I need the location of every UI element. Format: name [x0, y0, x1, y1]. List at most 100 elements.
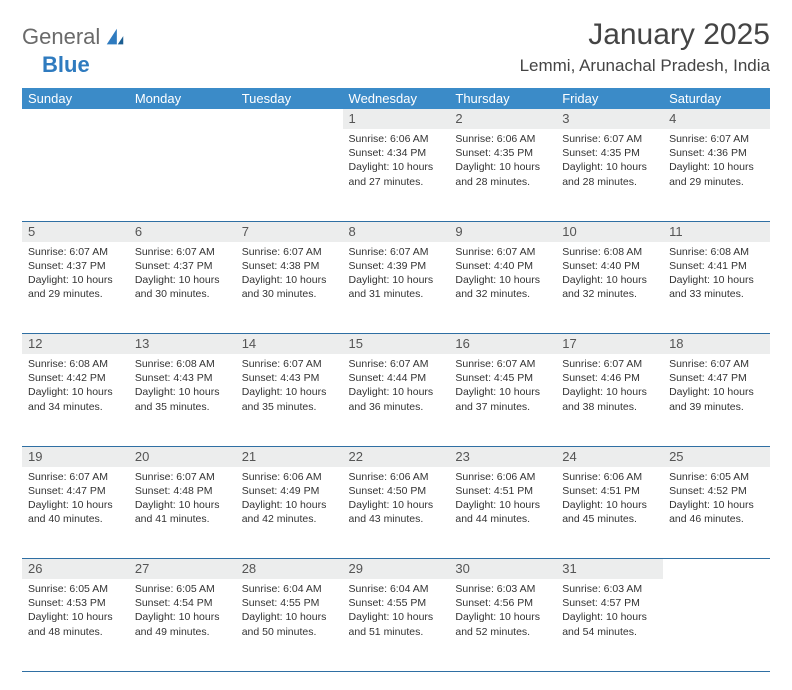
day-cell [663, 579, 770, 671]
daytext-row: Sunrise: 6:08 AMSunset: 4:42 PMDaylight:… [22, 354, 770, 446]
daynum-row: 1234 [22, 109, 770, 129]
day-cell [236, 129, 343, 221]
day-details: Sunrise: 6:08 AMSunset: 4:40 PMDaylight:… [556, 242, 663, 308]
daynum-cell [22, 109, 129, 129]
daynum: 26 [22, 559, 129, 579]
daynum: 19 [22, 447, 129, 467]
day-details: Sunrise: 6:08 AMSunset: 4:43 PMDaylight:… [129, 354, 236, 420]
daynum-cell: 30 [449, 559, 556, 580]
daynum: 10 [556, 222, 663, 242]
daynum-row: 19202122232425 [22, 446, 770, 467]
daynum: 3 [556, 109, 663, 129]
daynum: 13 [129, 334, 236, 354]
daynum-cell: 17 [556, 334, 663, 355]
day-cell: Sunrise: 6:07 AMSunset: 4:35 PMDaylight:… [556, 129, 663, 221]
daynum: 18 [663, 334, 770, 354]
daynum-cell: 26 [22, 559, 129, 580]
daynum: 31 [556, 559, 663, 579]
weekday-heading: Wednesday [343, 88, 450, 109]
weekday-heading: Tuesday [236, 88, 343, 109]
daynum-cell: 24 [556, 446, 663, 467]
day-cell: Sunrise: 6:07 AMSunset: 4:44 PMDaylight:… [343, 354, 450, 446]
weekday-heading: Friday [556, 88, 663, 109]
daytext-row: Sunrise: 6:07 AMSunset: 4:47 PMDaylight:… [22, 467, 770, 559]
daytext-row: Sunrise: 6:06 AMSunset: 4:34 PMDaylight:… [22, 129, 770, 221]
daynum-cell: 1 [343, 109, 450, 129]
daynum: 24 [556, 447, 663, 467]
day-details: Sunrise: 6:05 AMSunset: 4:52 PMDaylight:… [663, 467, 770, 533]
daynum [22, 109, 129, 129]
day-cell: Sunrise: 6:07 AMSunset: 4:37 PMDaylight:… [129, 242, 236, 334]
day-cell: Sunrise: 6:07 AMSunset: 4:47 PMDaylight:… [22, 467, 129, 559]
day-cell: Sunrise: 6:06 AMSunset: 4:49 PMDaylight:… [236, 467, 343, 559]
day-details: Sunrise: 6:07 AMSunset: 4:37 PMDaylight:… [129, 242, 236, 308]
daynum-cell: 29 [343, 559, 450, 580]
day-details: Sunrise: 6:07 AMSunset: 4:40 PMDaylight:… [449, 242, 556, 308]
brand-part2: Blue [42, 52, 90, 77]
page-title: January 2025 [520, 18, 770, 52]
day-cell: Sunrise: 6:06 AMSunset: 4:34 PMDaylight:… [343, 129, 450, 221]
daynum-cell: 23 [449, 446, 556, 467]
daynum: 27 [129, 559, 236, 579]
daynum: 2 [449, 109, 556, 129]
day-details: Sunrise: 6:06 AMSunset: 4:50 PMDaylight:… [343, 467, 450, 533]
daynum-cell: 9 [449, 221, 556, 242]
daynum [129, 109, 236, 129]
brand-part1: General [22, 24, 100, 50]
daynum-cell: 13 [129, 334, 236, 355]
day-cell: Sunrise: 6:06 AMSunset: 4:51 PMDaylight:… [449, 467, 556, 559]
day-cell: Sunrise: 6:08 AMSunset: 4:41 PMDaylight:… [663, 242, 770, 334]
daynum: 1 [343, 109, 450, 129]
weekday-header-row: Sunday Monday Tuesday Wednesday Thursday… [22, 88, 770, 109]
daynum-cell: 19 [22, 446, 129, 467]
title-block: January 2025 Lemmi, Arunachal Pradesh, I… [520, 18, 770, 76]
day-cell [22, 129, 129, 221]
day-details: Sunrise: 6:07 AMSunset: 4:46 PMDaylight:… [556, 354, 663, 420]
daytext-row: Sunrise: 6:05 AMSunset: 4:53 PMDaylight:… [22, 579, 770, 671]
daynum: 16 [449, 334, 556, 354]
day-cell: Sunrise: 6:07 AMSunset: 4:47 PMDaylight:… [663, 354, 770, 446]
day-cell: Sunrise: 6:04 AMSunset: 4:55 PMDaylight:… [343, 579, 450, 671]
weekday-heading: Monday [129, 88, 236, 109]
day-details: Sunrise: 6:06 AMSunset: 4:49 PMDaylight:… [236, 467, 343, 533]
weekday-heading: Sunday [22, 88, 129, 109]
day-cell: Sunrise: 6:07 AMSunset: 4:45 PMDaylight:… [449, 354, 556, 446]
day-cell: Sunrise: 6:06 AMSunset: 4:50 PMDaylight:… [343, 467, 450, 559]
daynum-cell: 15 [343, 334, 450, 355]
daynum-cell: 12 [22, 334, 129, 355]
daynum-cell: 5 [22, 221, 129, 242]
day-details: Sunrise: 6:07 AMSunset: 4:47 PMDaylight:… [663, 354, 770, 420]
day-details: Sunrise: 6:07 AMSunset: 4:38 PMDaylight:… [236, 242, 343, 308]
location-heading: Lemmi, Arunachal Pradesh, India [520, 56, 770, 76]
daynum [236, 109, 343, 129]
day-cell: Sunrise: 6:04 AMSunset: 4:55 PMDaylight:… [236, 579, 343, 671]
day-details: Sunrise: 6:07 AMSunset: 4:39 PMDaylight:… [343, 242, 450, 308]
daynum: 22 [343, 447, 450, 467]
day-cell: Sunrise: 6:05 AMSunset: 4:52 PMDaylight:… [663, 467, 770, 559]
daynum [663, 559, 770, 579]
day-cell: Sunrise: 6:06 AMSunset: 4:51 PMDaylight:… [556, 467, 663, 559]
daynum: 4 [663, 109, 770, 129]
day-details: Sunrise: 6:07 AMSunset: 4:47 PMDaylight:… [22, 467, 129, 533]
daynum-cell: 10 [556, 221, 663, 242]
daynum: 6 [129, 222, 236, 242]
day-details: Sunrise: 6:06 AMSunset: 4:34 PMDaylight:… [343, 129, 450, 195]
day-cell: Sunrise: 6:05 AMSunset: 4:54 PMDaylight:… [129, 579, 236, 671]
daynum: 20 [129, 447, 236, 467]
daynum: 5 [22, 222, 129, 242]
weekday-heading: Thursday [449, 88, 556, 109]
day-cell: Sunrise: 6:07 AMSunset: 4:39 PMDaylight:… [343, 242, 450, 334]
daynum-cell [663, 559, 770, 580]
daynum: 28 [236, 559, 343, 579]
daynum: 15 [343, 334, 450, 354]
day-cell: Sunrise: 6:07 AMSunset: 4:36 PMDaylight:… [663, 129, 770, 221]
day-cell: Sunrise: 6:03 AMSunset: 4:56 PMDaylight:… [449, 579, 556, 671]
daynum: 12 [22, 334, 129, 354]
day-details: Sunrise: 6:06 AMSunset: 4:35 PMDaylight:… [449, 129, 556, 195]
day-cell: Sunrise: 6:07 AMSunset: 4:43 PMDaylight:… [236, 354, 343, 446]
day-cell: Sunrise: 6:05 AMSunset: 4:53 PMDaylight:… [22, 579, 129, 671]
day-cell: Sunrise: 6:07 AMSunset: 4:46 PMDaylight:… [556, 354, 663, 446]
day-cell: Sunrise: 6:07 AMSunset: 4:37 PMDaylight:… [22, 242, 129, 334]
daynum-cell [236, 109, 343, 129]
sail-icon [104, 26, 126, 48]
